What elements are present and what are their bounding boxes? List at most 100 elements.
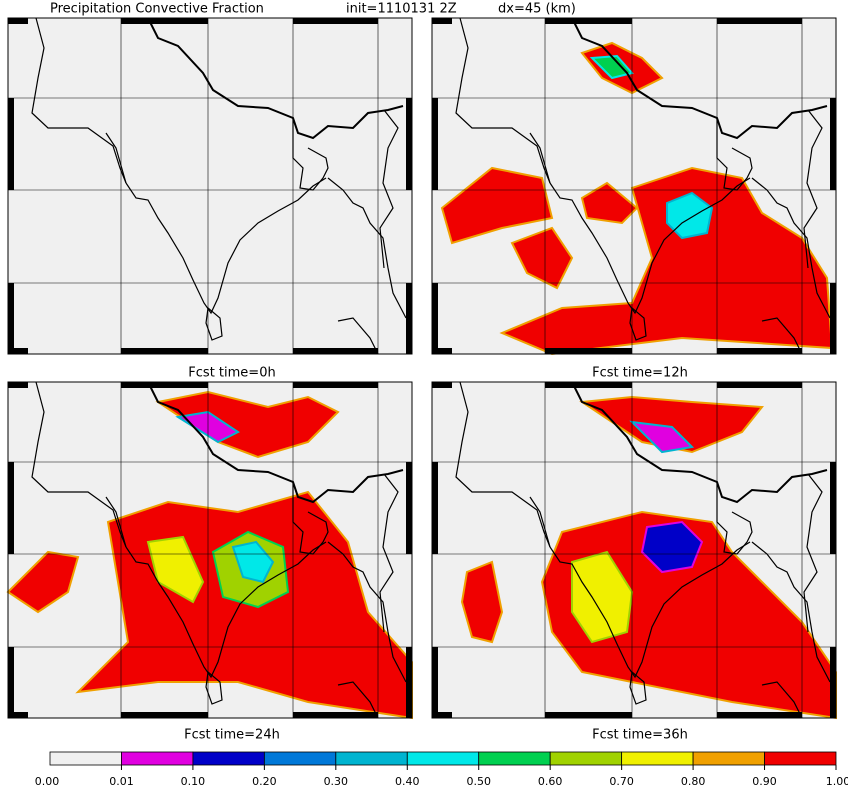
colorbar-tick-label: 0.40 [395,775,420,788]
coastline [751,541,831,683]
frame-tick [432,348,452,354]
colorbar: 0.00 0.01 0.10 0.20 0.30 0.40 0.50 0.60 0.70 0.80… [35,751,848,788]
frame-tick [293,348,378,354]
colorbar-tick-label: 1.00 [826,775,848,788]
frame-tick [8,18,28,24]
coastline [455,17,551,184]
panel-label: Fcst time=0h [188,366,275,381]
precip-area [510,226,574,290]
frame-tick [717,348,802,354]
precip-area [231,540,275,584]
frame-tick [830,283,836,354]
coastline [125,541,327,679]
frame-tick [432,98,438,190]
colorbar-swatch [335,751,408,766]
coastline [716,118,753,191]
frame-tick [121,712,208,718]
frame-tick [545,382,632,388]
frame-tick [432,647,438,718]
frame-tick [830,98,836,190]
frame-tick [8,382,28,388]
coastline [31,17,127,184]
map-panel [431,17,837,356]
coastline [327,541,407,683]
frame-tick [121,18,208,24]
frame-tick [121,382,208,388]
coastline [803,473,823,633]
panel-label: Fcst time=36h [592,728,688,743]
frame-tick [406,98,412,190]
title-resolution: dx=45 (km) [498,2,576,17]
colorbar-tick-label: 0.20 [252,775,277,788]
frame-tick [432,382,452,388]
colorbar-tick-label: 0.70 [609,775,634,788]
precip-area [629,420,695,454]
frame-tick [830,462,836,554]
colorbar-swatch [406,751,480,766]
coastline [751,177,831,319]
coastline [205,306,223,341]
colorbar-swatch [478,751,551,766]
coastline [105,132,127,184]
frame-tick [432,18,452,24]
frame-tick [8,348,28,354]
coastline [337,681,379,719]
frame-tick [717,18,802,24]
frame-tick [432,712,452,718]
precip-area [640,520,704,574]
frame-tick [8,98,14,190]
frame-tick [406,647,412,718]
frame-tick [8,647,14,718]
colorbar-swatch [764,751,837,766]
colorbar-swatch [192,751,265,766]
coastline [379,109,399,269]
coastline [761,317,803,355]
frame-tick [121,348,208,354]
colorbar-tick-label: 0.10 [181,775,206,788]
panel-label: Fcst time=12h [592,366,688,381]
map-panel [7,17,413,355]
title-field: Precipitation Convective Fraction [50,2,264,17]
coastline [337,317,379,355]
colorbar-swatch [263,751,337,766]
frame-tick [8,462,14,554]
colorbar-tick-label: 0.90 [752,775,777,788]
colorbar-tick-label: 0.00 [35,775,60,788]
colorbar-swatch [621,751,694,766]
frame-tick [406,283,412,354]
map-background [8,18,412,354]
coastline [105,496,127,548]
frame-tick [545,348,632,354]
coastline [761,681,803,719]
coastline [716,482,753,555]
precip-area [499,166,834,356]
frame-tick [432,283,438,354]
precip-area [440,166,554,245]
colorbar-tick-label: 0.60 [538,775,563,788]
colorbar-tick-label: 0.30 [324,775,349,788]
panel-label: Fcst time=24h [184,728,280,743]
coastline [455,381,551,548]
coastline [629,670,647,705]
precip-area [571,550,634,644]
coastline [205,670,223,705]
colorbar-swatch [49,751,122,766]
precip-area [6,550,80,614]
map-panel [431,381,837,720]
colorbar-swatch [692,751,765,766]
coastline [549,177,751,315]
frame-tick [406,462,412,554]
frame-tick [8,283,14,354]
coastline [529,132,551,184]
coastline [31,381,127,548]
frame-tick [545,712,632,718]
map-panel [6,381,413,720]
frame-tick [830,647,836,718]
coastline [125,177,327,315]
coastline [292,482,329,555]
colorbar-swatch [121,751,194,766]
frame-tick [293,18,378,24]
frame-tick [293,712,378,718]
frame-tick [545,18,632,24]
frame-tick [717,382,802,388]
